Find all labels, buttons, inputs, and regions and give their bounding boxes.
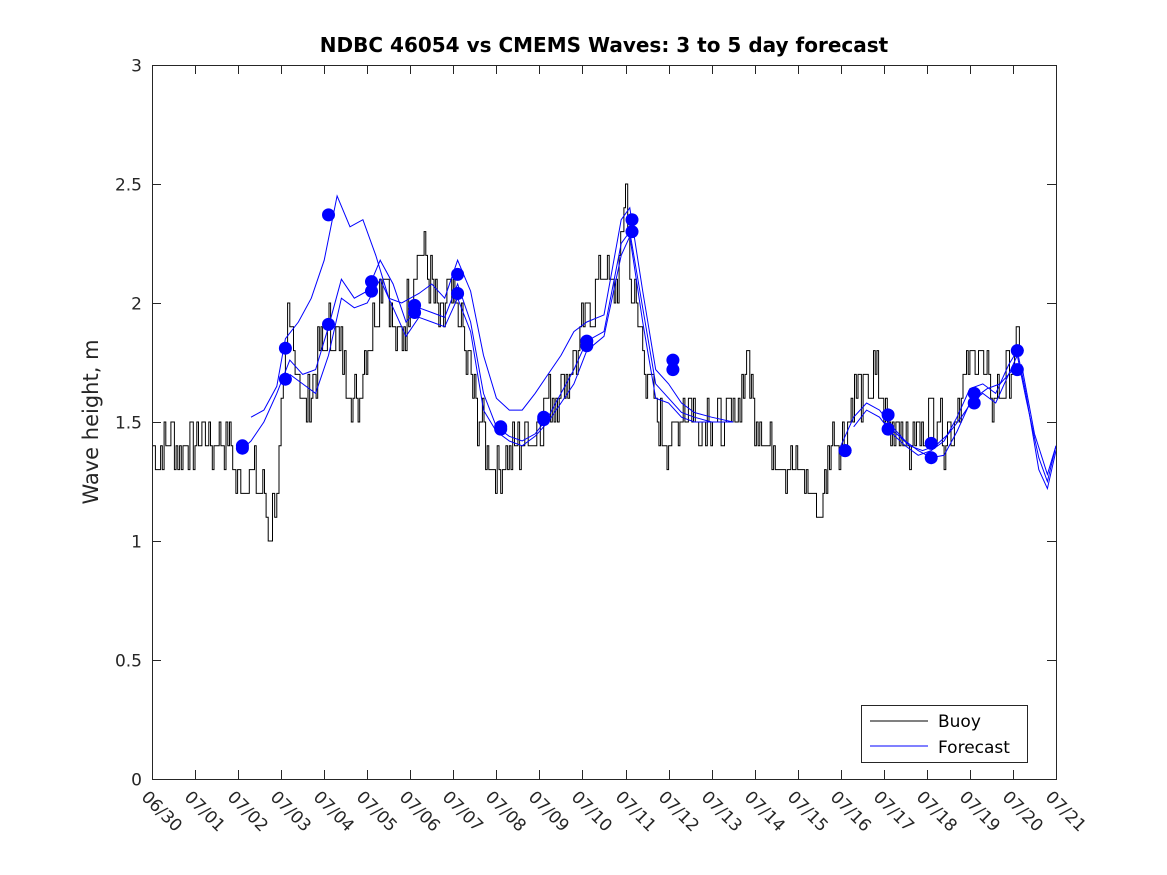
y-tick-label: 0.5 bbox=[115, 652, 142, 672]
forecast-marker bbox=[322, 208, 335, 222]
forecast-marker bbox=[278, 341, 292, 355]
plot-area bbox=[152, 65, 1056, 779]
forecast-marker bbox=[625, 225, 639, 239]
y-tick-label: 2 bbox=[131, 295, 142, 315]
legend-box bbox=[861, 705, 1028, 763]
forecast-marker bbox=[967, 386, 981, 400]
forecast-marker bbox=[924, 436, 938, 450]
forecast-marker bbox=[451, 287, 465, 300]
forecast-marker bbox=[235, 439, 249, 453]
y-axis-title: Wave height, m bbox=[79, 339, 103, 504]
forecast-marker bbox=[625, 213, 639, 227]
forecast-marker bbox=[666, 363, 680, 377]
y-tick-label: 3 bbox=[131, 57, 142, 77]
forecast-marker bbox=[408, 306, 422, 319]
forecast-marker bbox=[451, 267, 465, 281]
forecast-marker bbox=[881, 408, 895, 422]
chart-title: NDBC 46054 vs CMEMS Waves: 3 to 5 day fo… bbox=[320, 33, 889, 57]
forecast-markers bbox=[235, 208, 1024, 465]
forecast-marker bbox=[365, 275, 378, 289]
forecast-marker bbox=[494, 422, 508, 436]
forecast-marker bbox=[924, 451, 938, 465]
forecast-marker bbox=[1010, 363, 1024, 377]
y-tick-label: 0 bbox=[131, 771, 142, 791]
forecast-marker bbox=[537, 413, 551, 427]
forecast-marker bbox=[1010, 344, 1024, 358]
y-axis: 0 0.5 1 1.5 2 2.5 3 bbox=[115, 57, 1056, 791]
legend-buoy-label: Buoy bbox=[938, 712, 981, 732]
forecast-line-4 bbox=[840, 353, 1057, 484]
forecast-marker bbox=[881, 422, 895, 436]
forecast-marker bbox=[838, 444, 852, 458]
forecast-line-1 bbox=[250, 194, 734, 423]
forecast-line-2 bbox=[237, 230, 734, 454]
forecast-marker bbox=[666, 353, 680, 367]
legend: Buoy Forecast bbox=[861, 705, 1028, 763]
forecast-marker bbox=[278, 372, 292, 386]
forecast-marker bbox=[967, 396, 981, 410]
y-tick-label: 2.5 bbox=[115, 176, 142, 196]
forecast-marker bbox=[365, 284, 378, 298]
y-tick-label: 1 bbox=[131, 533, 142, 553]
forecast-marker bbox=[580, 339, 594, 353]
y-tick-label: 1.5 bbox=[115, 414, 142, 434]
forecast-marker bbox=[322, 317, 335, 331]
legend-forecast-label: Forecast bbox=[938, 738, 1010, 758]
